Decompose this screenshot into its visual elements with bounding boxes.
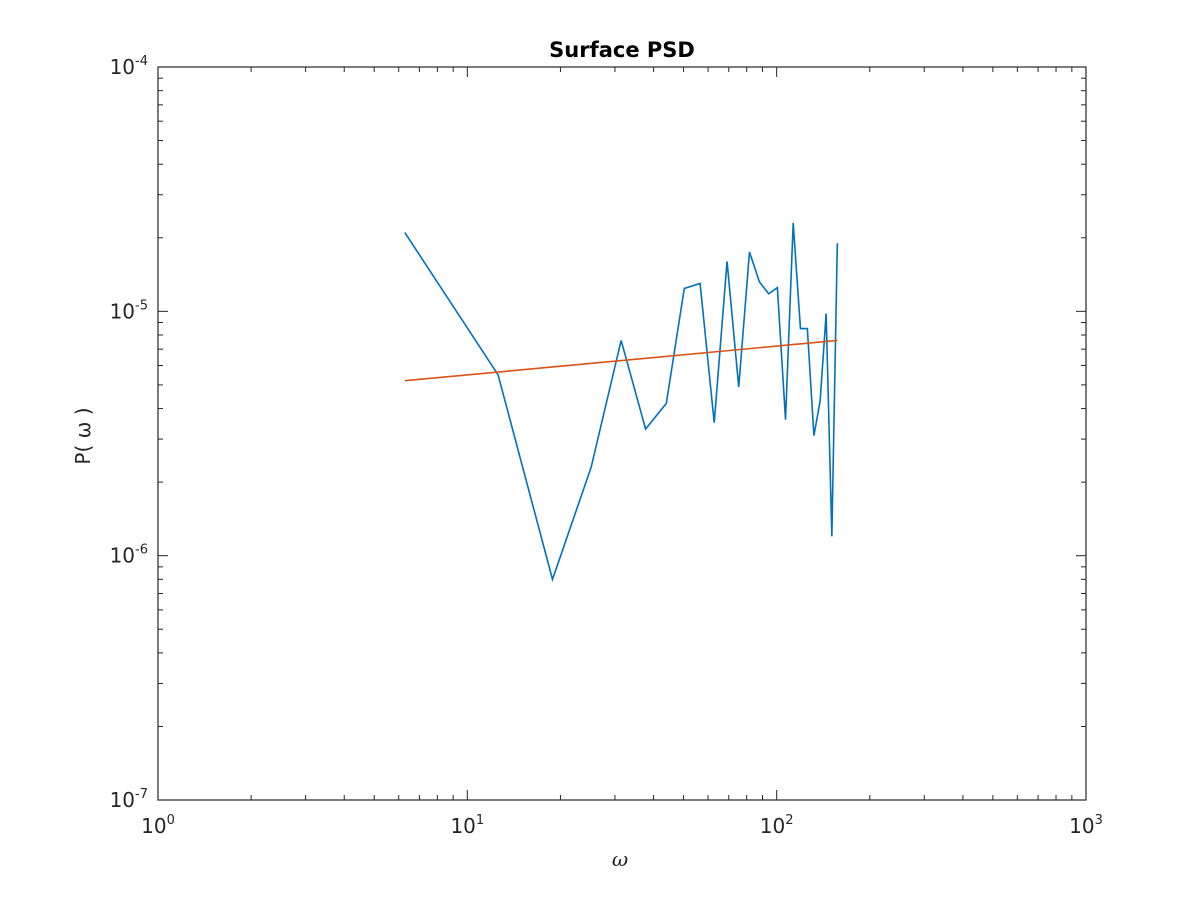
y-axis-label: P( ω ) xyxy=(71,407,95,464)
y-tick-label: 10-4 xyxy=(110,54,148,79)
fit-series-line xyxy=(404,339,838,382)
x-tick-label: 100 xyxy=(141,813,175,838)
chart-title: Surface PSD xyxy=(549,38,695,62)
y-tick-label: 10-7 xyxy=(110,787,148,812)
x-axis-label: ω xyxy=(612,847,628,871)
x-tick-label: 103 xyxy=(1069,813,1103,838)
plot-area: 100 101 102 103 10-7 10-6 10-5 10-4 xyxy=(110,54,1103,838)
tick-marks xyxy=(157,67,1086,801)
y-tick-label: 10-6 xyxy=(110,543,148,568)
x-tick-label: 101 xyxy=(450,813,484,838)
data-series xyxy=(404,222,839,583)
psd-series-line xyxy=(404,222,839,583)
y-tick-label: 10-5 xyxy=(110,298,148,323)
axes-background xyxy=(158,67,1086,800)
tick-labels: 100 101 102 103 10-7 10-6 10-5 10-4 xyxy=(110,54,1103,838)
axes-box xyxy=(157,66,1087,801)
x-tick-label: 102 xyxy=(760,813,794,838)
